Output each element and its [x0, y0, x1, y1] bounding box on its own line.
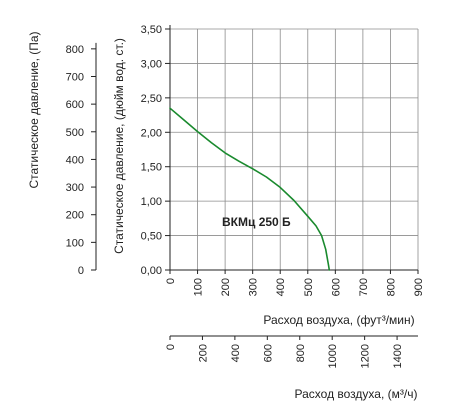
series-layer [169, 107, 331, 271]
x2-tick-label: 800 [295, 344, 307, 362]
x-tick-label: 800 [385, 278, 397, 296]
y-tick-label: 2,50 [141, 93, 162, 105]
series-label: ВКМц 250 Б [222, 215, 291, 229]
y-tick-label: 0,50 [141, 231, 162, 243]
y2-tick-label: 400 [66, 154, 84, 166]
x-tick-label: 400 [275, 278, 287, 296]
y-tick-label: 2,00 [141, 127, 162, 139]
series-line [169, 107, 331, 271]
x-tick-label: 200 [220, 278, 232, 296]
x2-tick-label: 400 [230, 344, 242, 362]
y2-axis-label: Статическое давление, (Па) [27, 31, 41, 188]
y2-axis-ticks: 0 100 200 300 400 500 600 700 800 [66, 42, 97, 277]
plot-frame [169, 25, 418, 271]
y-tick-label: 1,00 [141, 196, 162, 208]
y2-tick-label: 0 [78, 265, 84, 277]
x2-tick-label: 1400 [392, 344, 404, 368]
y2-tick-label: 600 [66, 99, 84, 111]
x2-tick-label: 1200 [360, 344, 372, 368]
y-tick-label: 1,50 [141, 162, 162, 174]
x-tick-label: 600 [330, 278, 342, 296]
x2-tick-label: 600 [262, 344, 274, 362]
x2-tick-label: 200 [197, 344, 209, 362]
x-tick-label: 700 [358, 278, 370, 296]
x-axis-label: Расход воздуха, (фут³/мин) [263, 313, 414, 327]
y-tick-label: 3,00 [141, 58, 162, 70]
y2-tick-label: 800 [66, 44, 84, 56]
x2-tick-label: 1000 [327, 344, 339, 368]
y2-tick-label: 300 [66, 182, 84, 194]
y2-tick-label: 100 [66, 237, 84, 249]
x-tick-label: 900 [413, 278, 425, 296]
x-tick-label: 0 [165, 278, 177, 284]
x2-tick-label: 0 [165, 344, 177, 350]
x-tick-label: 500 [303, 278, 315, 296]
y2-tick-label: 500 [66, 127, 84, 139]
y-tick-label: 3,50 [141, 24, 162, 36]
x-tick-label: 100 [193, 278, 205, 296]
x2-axis-label: Расход воздуха, (м³/ч) [295, 387, 418, 401]
chart-grid [169, 28, 419, 271]
x2-axis: 0 200 400 600 800 1000 1200 1400 [165, 335, 418, 368]
y-tick-label: 0,00 [141, 265, 162, 277]
y2-tick-label: 200 [66, 210, 84, 222]
y-axis-ticks: 0,00 0,50 1,00 1,50 2,00 2,50 3,00 3,50 [141, 24, 170, 277]
y-axis-label: Статическое давление, (дюйм вод. ст.) [112, 38, 126, 254]
x-tick-label: 300 [248, 278, 260, 296]
x-axis-ticks: 0 100 200 300 400 500 600 700 800 900 [165, 270, 425, 296]
y2-tick-label: 700 [66, 71, 84, 83]
